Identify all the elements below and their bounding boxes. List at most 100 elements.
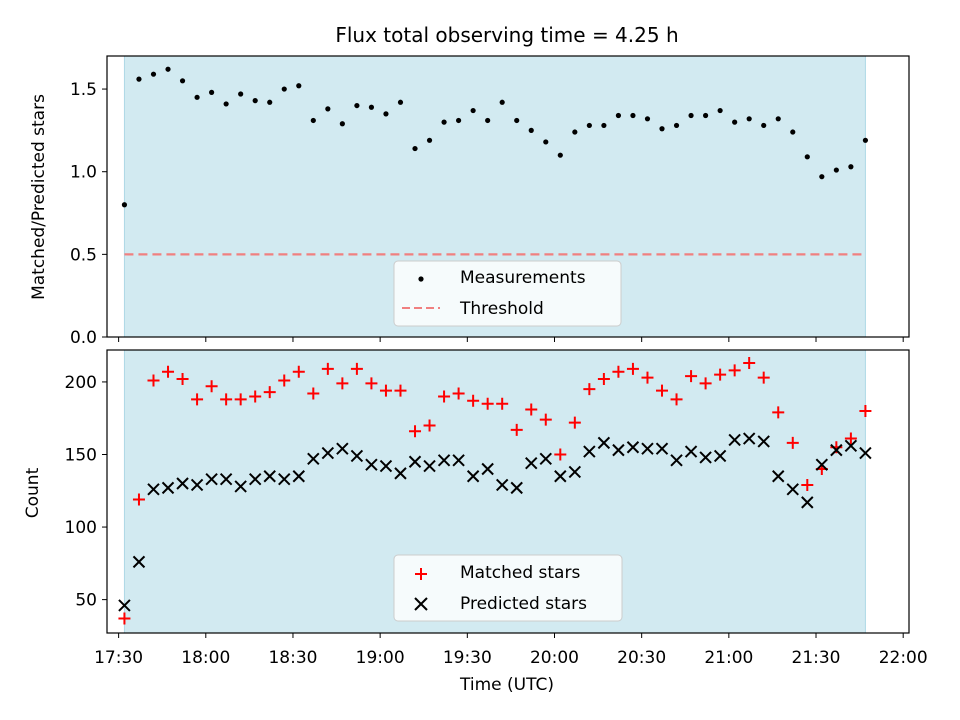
predicted-star-point [670,454,683,467]
measurement-point [136,76,142,82]
legend-measurements-marker [418,276,424,282]
matched-star-point [554,448,567,461]
predicted-star-point [147,483,160,496]
predicted-star-point [757,435,770,448]
predicted-star-point [801,496,814,509]
predicted-star-point [132,555,146,569]
predicted-star-point [365,458,378,471]
matched-star-point [772,406,785,419]
matched-star-point [394,384,407,397]
measurement-point [543,139,549,145]
predicted-star-point [118,599,131,612]
predicted-star-point [292,470,305,483]
matched-star-point [292,365,305,378]
measurement-point [310,117,316,124]
y-tick-label: 0.0 [70,328,97,348]
matched-star-point [191,393,204,406]
top-y-axis-label: Matched/Predicted stars [29,94,49,300]
measurement-point [819,174,825,180]
predicted-star-point [772,470,785,483]
predicted-star-point [713,449,727,463]
matched-star-point [467,394,480,407]
predicted-star-point [554,470,567,483]
y-tick-label: 200 [65,373,97,393]
predicted-star-point [539,452,552,466]
matched-star-point [539,413,552,426]
measurement-point [804,154,810,160]
matched-star-point [220,393,233,406]
matched-star-point [365,377,378,390]
measurement-point [557,152,563,158]
top-x-axis-ticks [118,337,904,342]
measurement-point [165,66,171,72]
measurement-point [673,122,680,129]
legend-predicted-marker [414,597,428,611]
matched-star-point [626,362,639,375]
matched-star-point [336,377,349,390]
matched-star-point [656,384,669,397]
predicted-star-point [321,446,335,460]
predicted-star-point [190,478,204,492]
matched-star-point [743,357,756,370]
measurement-point [790,129,796,135]
predicted-star-point [495,478,509,492]
matched-star-point [670,393,683,406]
measurement-point [441,119,447,125]
measurement-point [732,119,738,125]
measurement-point [339,121,345,127]
matched-star-point [249,390,262,403]
measurement-point [688,112,694,119]
predicted-star-point [510,481,523,495]
matched-star-point [147,374,160,387]
measurement-point [209,89,215,95]
predicted-star-point [815,458,829,471]
x-axis-label: Time (UTC) [459,675,554,695]
y-tick-label: 100 [65,518,97,538]
matched-star-point [176,373,189,386]
matched-star-point [452,387,465,400]
legend-predicted-label: Predicted stars [460,594,587,614]
x-tick-label: 20:30 [617,648,666,668]
measurement-point [368,104,375,110]
matched-star-point [132,493,145,506]
predicted-star-point [219,472,233,486]
matched-star-point [844,432,857,445]
bottom-plot-frame [106,349,910,634]
measurement-point [572,129,578,135]
bottom-matched-points [118,357,872,625]
measurement-point [179,78,186,84]
predicted-star-point [626,441,640,454]
predicted-star-point [408,455,422,468]
top-measurement-points [121,66,869,208]
matched-star-point [641,371,654,384]
predicted-star-point [844,439,858,452]
measurement-point [470,107,476,114]
bottom-legend: Matched stars Predicted stars [393,554,623,622]
measurement-point [325,106,331,112]
predicted-star-point [597,436,611,450]
predicted-star-point [786,483,799,496]
predicted-star-point [525,456,538,470]
bottom-x-axis-ticks: 17:30 18:00 18:30 19:00 19:30 20:00 20:30 21:00… [94,633,928,668]
matched-star-point [685,370,698,383]
matched-star-point [612,365,625,378]
legend-matched-label: Matched stars [460,563,580,583]
x-tick-label: 20:00 [530,648,579,668]
measurement-point [601,122,607,129]
predicted-star-point [641,442,654,455]
bottom-y-axis-label: Count [23,467,43,518]
predicted-star-point [742,432,756,445]
predicted-star-point [307,452,320,466]
measurement-point [717,107,723,114]
predicted-star-point [379,459,393,473]
measurement-point [761,122,767,129]
x-tick-label: 19:00 [356,648,405,668]
measurement-point [397,99,404,105]
legend-threshold-label: Threshold [459,299,544,319]
matched-star-point [510,423,523,436]
matched-star-point [350,362,363,375]
x-tick-label: 19:30 [443,648,492,668]
predicted-star-point [612,443,625,457]
predicted-star-point [176,477,189,490]
